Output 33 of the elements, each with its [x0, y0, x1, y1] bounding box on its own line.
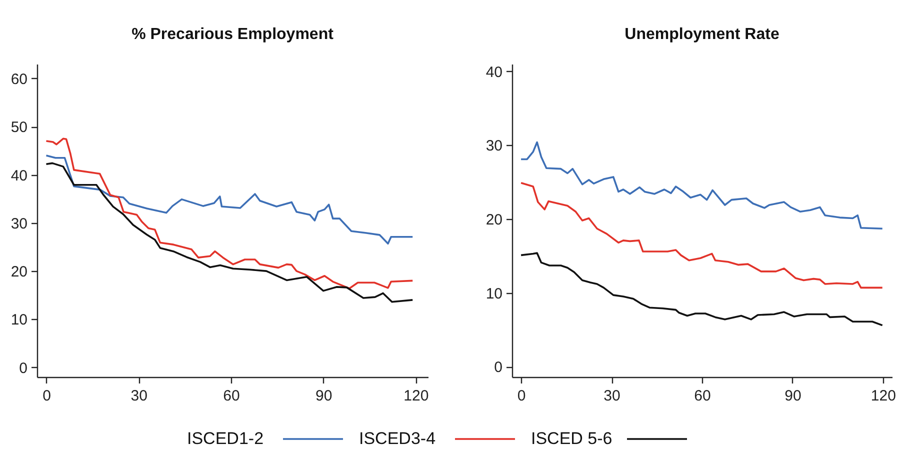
y-tick-label: 30: [486, 138, 502, 155]
legend-label: ISCED1-2: [187, 429, 264, 448]
y-tick-label: 20: [486, 212, 502, 229]
legend-label: ISCED 5-6: [531, 429, 612, 448]
x-tick-label: 30: [130, 388, 148, 404]
x-tick-label: 120: [870, 388, 896, 404]
y-tick-label: 10: [10, 312, 28, 329]
chart-title: Unemployment Rate: [624, 26, 780, 43]
x-tick-label: 0: [42, 388, 51, 404]
x-tick-label: 120: [404, 388, 429, 404]
y-tick-label: 30: [10, 215, 28, 232]
line-series: [45, 154, 414, 245]
x-tick-label: 90: [315, 388, 332, 404]
y-tick-label: 0: [19, 360, 28, 377]
y-tick-label: 40: [486, 64, 502, 81]
y-tick-label: 50: [10, 119, 28, 136]
line-series: [520, 182, 884, 289]
line-series: [45, 138, 414, 290]
legend-label: ISCED3-4: [359, 429, 436, 448]
chart-title: % Precarious Employment: [132, 26, 334, 43]
y-tick-label: 0: [494, 359, 502, 376]
y-tick-label: 10: [486, 285, 502, 302]
x-tick-label: 60: [694, 388, 711, 404]
line-series: [520, 252, 884, 326]
x-tick-label: 90: [784, 388, 802, 404]
y-tick-label: 40: [10, 167, 28, 184]
x-tick-label: 60: [223, 388, 240, 404]
line-series: [45, 162, 414, 303]
x-tick-label: 30: [604, 388, 620, 404]
y-tick-label: 20: [10, 264, 28, 281]
line-series: [520, 141, 884, 230]
x-tick-label: 0: [517, 388, 526, 404]
y-tick-label: 60: [10, 70, 28, 88]
